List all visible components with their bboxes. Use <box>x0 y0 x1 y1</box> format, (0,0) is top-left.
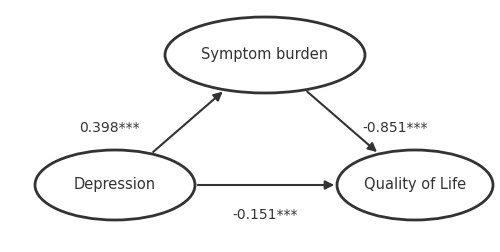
Ellipse shape <box>165 17 365 93</box>
Ellipse shape <box>35 150 195 220</box>
Text: 0.398***: 0.398*** <box>80 121 140 135</box>
Text: -0.851***: -0.851*** <box>362 121 428 135</box>
Text: -0.151***: -0.151*** <box>232 208 298 222</box>
Text: Symptom burden: Symptom burden <box>202 47 328 62</box>
Text: Depression: Depression <box>74 177 156 193</box>
Ellipse shape <box>337 150 493 220</box>
Text: Quality of Life: Quality of Life <box>364 177 466 193</box>
